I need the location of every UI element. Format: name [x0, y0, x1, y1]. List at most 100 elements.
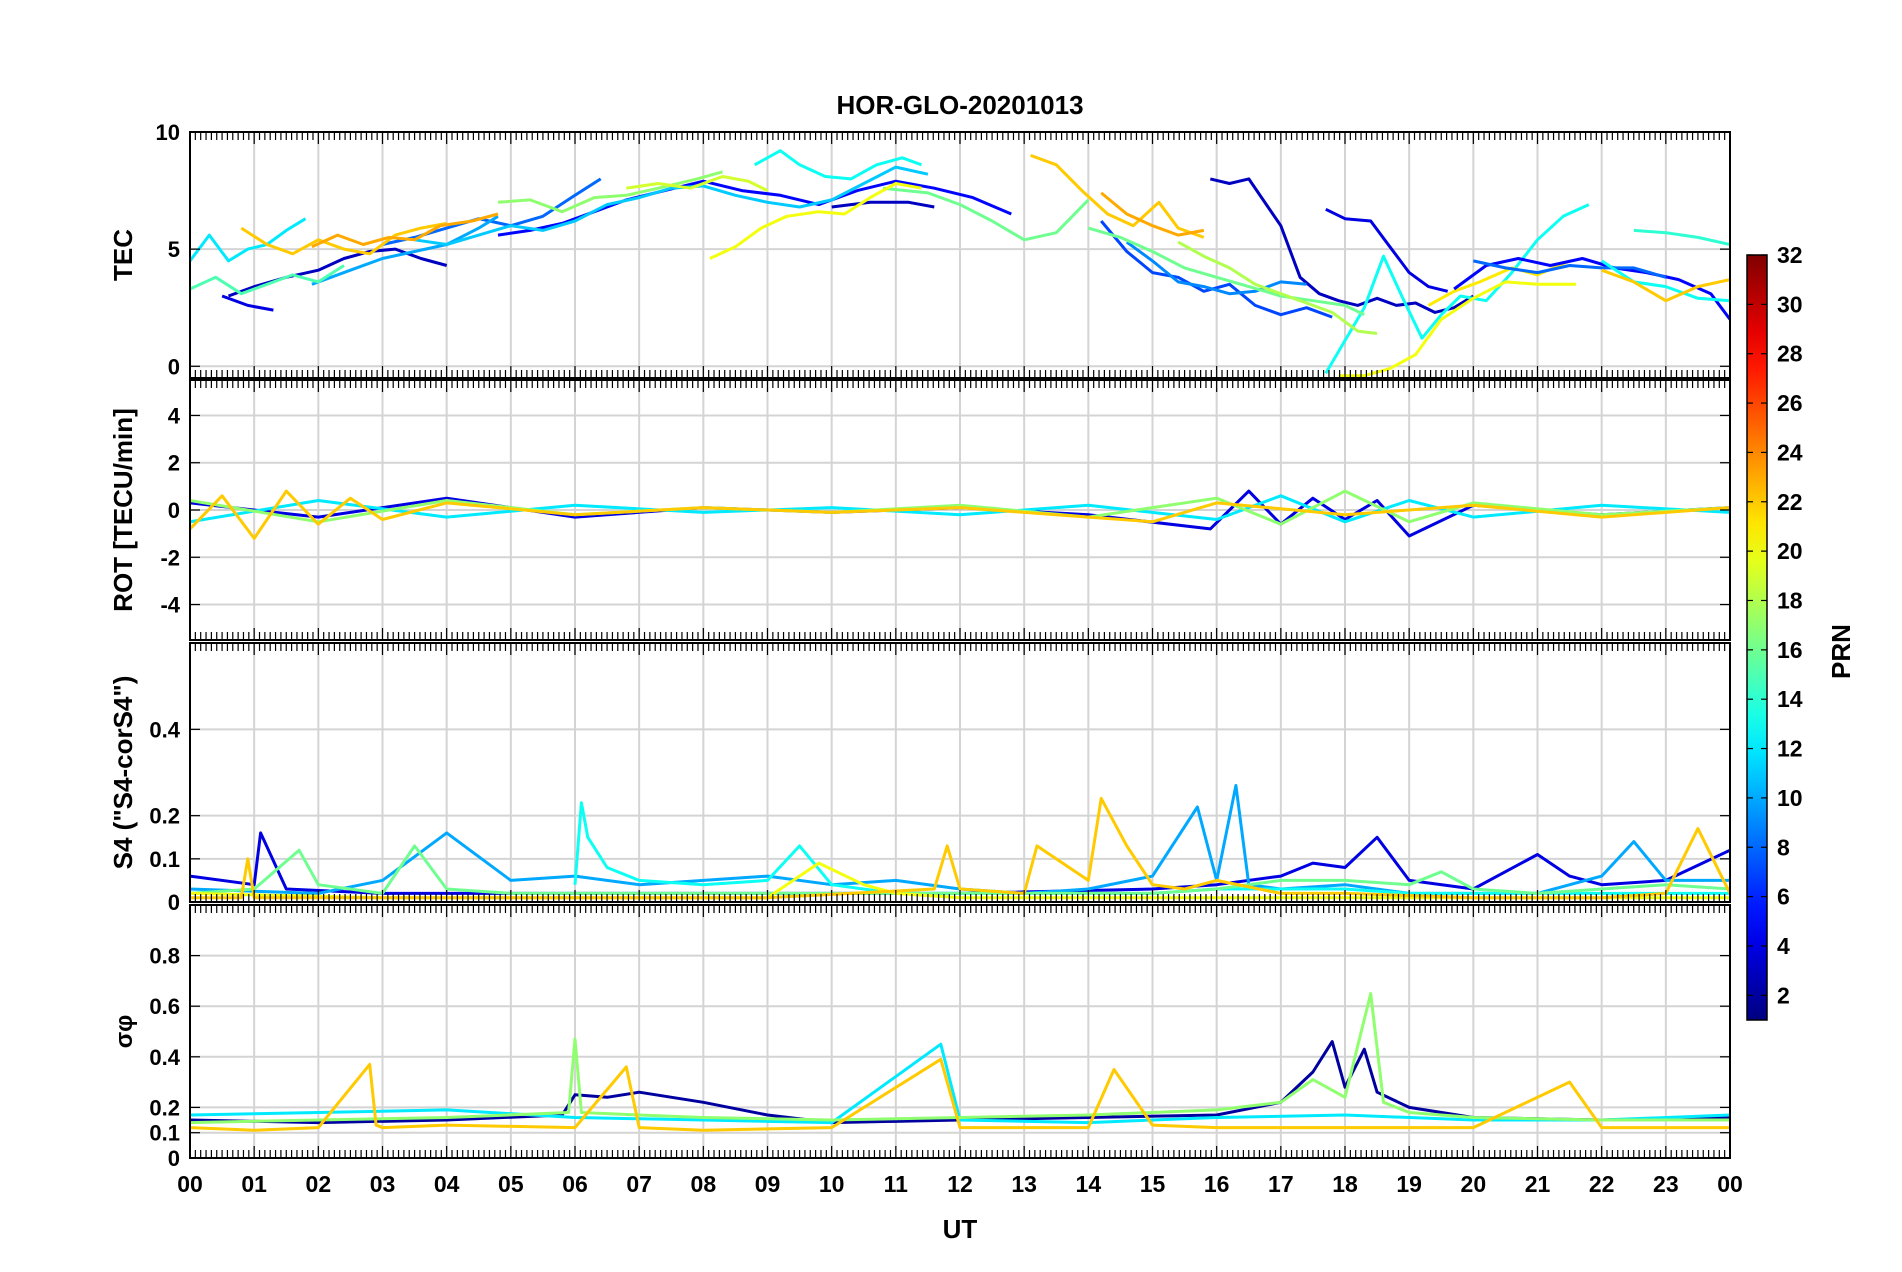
- colorbar-tick-label: 14: [1777, 686, 1803, 712]
- y-tick-label: -2: [160, 545, 180, 570]
- colorbar-tick-label: 20: [1777, 538, 1803, 564]
- colorbar-tick-label: 10: [1777, 785, 1803, 811]
- y-axis-label-s4: S4 ("S4-corS4"): [108, 676, 138, 870]
- series-line-prn-12: [190, 1042, 1730, 1125]
- y-tick-label: 0: [168, 1146, 180, 1171]
- x-tick-label: 06: [562, 1171, 588, 1197]
- x-tick-label: 17: [1268, 1171, 1294, 1197]
- colorbar-scale: [1746, 254, 1768, 1021]
- y-axis-label-tec: TEC: [108, 229, 138, 281]
- y-tick-label: 0.4: [149, 1045, 180, 1070]
- y-tick-label: 2: [168, 451, 180, 476]
- x-tick-label: 03: [370, 1171, 396, 1197]
- x-tick-label: 05: [498, 1171, 524, 1197]
- x-tick-label: 02: [306, 1171, 332, 1197]
- series-line-prn-20: [709, 182, 922, 260]
- x-tick-label: 16: [1204, 1171, 1230, 1197]
- series-line-prn-23: [311, 212, 499, 249]
- x-tick-label: 10: [819, 1171, 845, 1197]
- x-tick-label: 21: [1525, 1171, 1551, 1197]
- x-tick-label: 09: [755, 1171, 781, 1197]
- x-tick-label: 00: [1717, 1171, 1743, 1197]
- series-line-prn-8: [1472, 259, 1667, 279]
- series-line-prn-17: [190, 992, 1730, 1125]
- y-tick-label: 0: [168, 498, 180, 523]
- y-tick-label: 0.1: [149, 1121, 180, 1146]
- tec-panel: 0 5 10 TEC: [108, 120, 1731, 379]
- y-tick-label: 0.2: [149, 1095, 180, 1120]
- series-line-prn-4: [1325, 207, 1449, 293]
- y-tick-label: 0.4: [149, 717, 180, 742]
- colorbar-tick-label: 26: [1777, 390, 1803, 416]
- series-line-prn-7: [1100, 220, 1333, 319]
- series-line-prn-10: [311, 215, 499, 286]
- y-tick-label: 4: [168, 403, 181, 428]
- x-axis-label: UT: [943, 1214, 978, 1244]
- x-tick-label: 11: [884, 1171, 909, 1197]
- colorbar-tick-label: 22: [1777, 489, 1803, 515]
- y-tick-label: 0.8: [149, 944, 180, 969]
- x-tick-label: 07: [626, 1171, 652, 1197]
- colorbar-tick-label: 2: [1777, 982, 1790, 1008]
- colorbar-tick-label: 6: [1777, 884, 1790, 910]
- colorbar-tick-label: 16: [1777, 637, 1803, 663]
- x-tick-label: 00: [177, 1171, 203, 1197]
- series-line-prn-3: [831, 200, 935, 209]
- series-line-prn-16: [190, 844, 1730, 895]
- x-tick-label: 08: [691, 1171, 717, 1197]
- x-tick-label: 20: [1461, 1171, 1487, 1197]
- y-tick-label: 0.6: [149, 994, 180, 1019]
- y-tick-label: 0.2: [149, 804, 180, 829]
- series-line-prn-14: [1633, 228, 1730, 246]
- series-line-prn-22: [190, 1057, 1730, 1132]
- x-tick-label: 19: [1396, 1171, 1422, 1197]
- series-line-prn-12: [190, 494, 1730, 524]
- series-line-prn-12: [190, 217, 307, 263]
- series-line-prn-3: [1209, 177, 1475, 314]
- x-tick-label: 15: [1140, 1171, 1166, 1197]
- series-line-prn-13: [1324, 203, 1590, 375]
- y-tick-label: 10: [156, 120, 180, 145]
- series-line-prn-5: [497, 179, 1012, 237]
- series-line-prn-4: [221, 294, 274, 312]
- series-line-prn-23: [1100, 191, 1205, 237]
- s4-panel: 0 0.1 0.2 0.4 S4 ("S4-corS4"): [108, 642, 1731, 915]
- series-line-prn-13: [1600, 259, 1730, 303]
- colorbar-label: PRN: [1826, 624, 1856, 679]
- series-line-prn-19: [626, 175, 769, 192]
- series-line-prn-16: [882, 186, 1090, 242]
- series-line-prn-15: [190, 264, 345, 296]
- x-tick-label: 12: [947, 1171, 973, 1197]
- colorbar-tick-label: 4: [1777, 933, 1790, 959]
- y-axis-label-rot: ROT [TECU/min]: [108, 408, 138, 612]
- colorbar-tick-label: 18: [1777, 587, 1803, 613]
- y-axis-label-sigma_phi: σφ: [111, 1015, 138, 1049]
- series-line-prn-11: [414, 165, 929, 246]
- x-tick-label: 18: [1332, 1171, 1358, 1197]
- x-tick-label: 13: [1011, 1171, 1037, 1197]
- colorbar-tick-label: 28: [1777, 341, 1803, 367]
- colorbar-tick-label: 12: [1777, 736, 1803, 762]
- series-line-prn-22: [190, 489, 1730, 540]
- y-tick-label: 5: [168, 237, 180, 262]
- colorbar-tick-label: 30: [1777, 291, 1803, 317]
- series-line-prn-9: [1125, 240, 1307, 296]
- rot-panel: -4 -2 0 2 4 ROT [TECU/min]: [108, 379, 1731, 641]
- y-tick-label: -4: [160, 593, 180, 618]
- series-line-prn-22: [1601, 268, 1730, 303]
- x-axis: 00 01 02 03 04 05 06 07 08 09 10 11 12 13 14 15 16 17 18 19…: [177, 1171, 1743, 1197]
- x-tick-label: 22: [1589, 1171, 1615, 1197]
- series-line-prn-22: [240, 221, 447, 256]
- y-tick-label: 0.1: [149, 847, 180, 872]
- series-line-prn-22: [1030, 153, 1205, 239]
- x-tick-label: 23: [1653, 1171, 1679, 1197]
- colorbar-tick-label: 32: [1777, 242, 1803, 268]
- y-tick-label: 0: [168, 890, 180, 915]
- colorbar-tick-label: 24: [1777, 439, 1803, 465]
- series-line-prn-18: [1177, 240, 1378, 335]
- series-line-prn-17: [497, 170, 723, 214]
- colorbar-tick-label: 8: [1777, 834, 1790, 860]
- x-tick-label: 04: [434, 1171, 460, 1197]
